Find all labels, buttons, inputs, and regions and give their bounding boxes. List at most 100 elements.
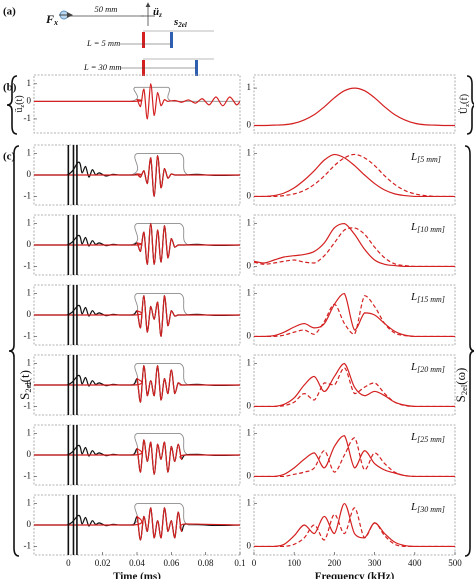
series-line [254, 295, 455, 338]
x-tick-label: 0 [66, 558, 71, 568]
panel-frame [253, 284, 456, 346]
series-line [254, 437, 455, 478]
y-tick-label: 1 [247, 288, 252, 298]
series-line [34, 433, 240, 456]
x-tick-label: 100 [287, 558, 301, 568]
y-tick-label: 0 [27, 379, 32, 389]
plot-area [254, 87, 455, 127]
y-tick-label: 1 [27, 288, 32, 298]
y-tick-label: 1 [27, 148, 32, 158]
schematic: Fx 50 mm üz s2el L = 5 mm L = 30 mm [45, 2, 214, 76]
panel-frame [253, 494, 456, 556]
plot-area [34, 285, 240, 345]
axis-title-sub: z [19, 105, 26, 108]
length-label: L[15 mm] [410, 291, 445, 304]
x-tick-label: 500 [448, 558, 462, 568]
series-line [254, 153, 455, 198]
length-label: L[20 mm] [410, 361, 445, 374]
axis-title: üz(t) [14, 95, 26, 112]
plot-area [254, 362, 455, 408]
y-tick-label: 0 [27, 519, 32, 529]
x-tick-label: 0.1 [234, 558, 245, 568]
y-tick-label: 0 [247, 400, 252, 410]
sensor-blue [170, 32, 173, 48]
length-label-sub: [20 mm] [417, 365, 445, 374]
panel-label: (b) [3, 82, 17, 94]
distance-label: 50 mm [95, 4, 118, 14]
y-tick-label: 0 [247, 260, 252, 270]
force-sub: x [53, 18, 58, 27]
y-tick-label: 1 [27, 498, 32, 508]
series-line [34, 83, 240, 120]
sensor-base: s [173, 16, 178, 28]
length-label-sub: [5 mm] [417, 155, 441, 164]
axis-title: S2el(t) [17, 370, 33, 400]
axis-title-sub: 2el [23, 382, 33, 393]
length-label-main: L [410, 361, 417, 373]
brace [466, 75, 474, 135]
y-tick-label: -1 [24, 113, 32, 123]
series-line [254, 153, 455, 198]
y-tick-label: 1 [247, 148, 252, 158]
panel: -1 0 1 [24, 214, 241, 276]
y-tick-label: -1 [24, 330, 32, 340]
panel: 0 1 L[15 mm] [247, 284, 456, 346]
axis-title-arg: (t) [17, 370, 32, 382]
x-tick-label: 200 [328, 558, 342, 568]
plot-area [34, 215, 240, 275]
y-tick-label: 1 [27, 78, 32, 88]
y-tick-label: 1 [27, 358, 32, 368]
y-tick-label: 1 [247, 218, 252, 228]
length-label-main: L [410, 151, 417, 163]
axis-title-sub: z [464, 104, 471, 107]
sensor-red [142, 32, 145, 48]
panel: 0 1 L[5 mm] [247, 144, 456, 206]
force-base: F [45, 12, 54, 26]
panel-label: (a) [3, 6, 16, 18]
panel: -1 0 1 [24, 144, 241, 206]
series-line [34, 503, 240, 526]
y-tick-label: -1 [24, 260, 32, 270]
axis-title: Üz(f) [458, 94, 471, 114]
brace [6, 75, 18, 135]
length-label-sub: [10 mm] [417, 225, 445, 234]
accel-base-text: ü [153, 6, 159, 18]
x-tick-label: 0.08 [198, 558, 214, 568]
y-tick-label: 0 [27, 449, 32, 459]
length-label-sub: [15 mm] [417, 295, 445, 304]
x-tick-label: 300 [368, 558, 382, 568]
plot-area [254, 435, 455, 478]
plot-area [34, 495, 240, 555]
panel-label: (c) [3, 151, 16, 163]
series-line [34, 295, 240, 338]
series-line [34, 507, 240, 541]
series-line [34, 295, 240, 338]
x-axis-title: Frequency (kHz) [315, 571, 395, 579]
y-tick-label: -1 [24, 540, 32, 550]
plot-area [34, 145, 240, 205]
y-tick-label: 1 [247, 428, 252, 438]
series-line [254, 507, 455, 548]
series-line [34, 155, 240, 198]
panel-frame [253, 214, 456, 276]
length-label-main: L [410, 291, 417, 303]
y-tick-label: 0 [247, 120, 252, 130]
panel: -1 0 1 [24, 74, 241, 134]
x-tick-label: 0.02 [95, 558, 111, 568]
plot-area [254, 292, 455, 338]
panel: 0 1 L[20 mm] [247, 354, 456, 416]
y-tick-label: -1 [24, 190, 32, 200]
y-tick-label: 0 [247, 190, 252, 200]
plot-area [34, 425, 240, 485]
length-label-sub: [30 mm] [417, 505, 445, 514]
length-label-sub: [25 mm] [417, 435, 445, 444]
series-line [34, 439, 240, 475]
series-line [34, 222, 240, 265]
y-tick-label: 1 [27, 218, 32, 228]
axis-title-arg: (f) [459, 94, 470, 104]
series-line [34, 363, 240, 386]
series-line [34, 223, 240, 246]
panel-frame [33, 74, 241, 134]
